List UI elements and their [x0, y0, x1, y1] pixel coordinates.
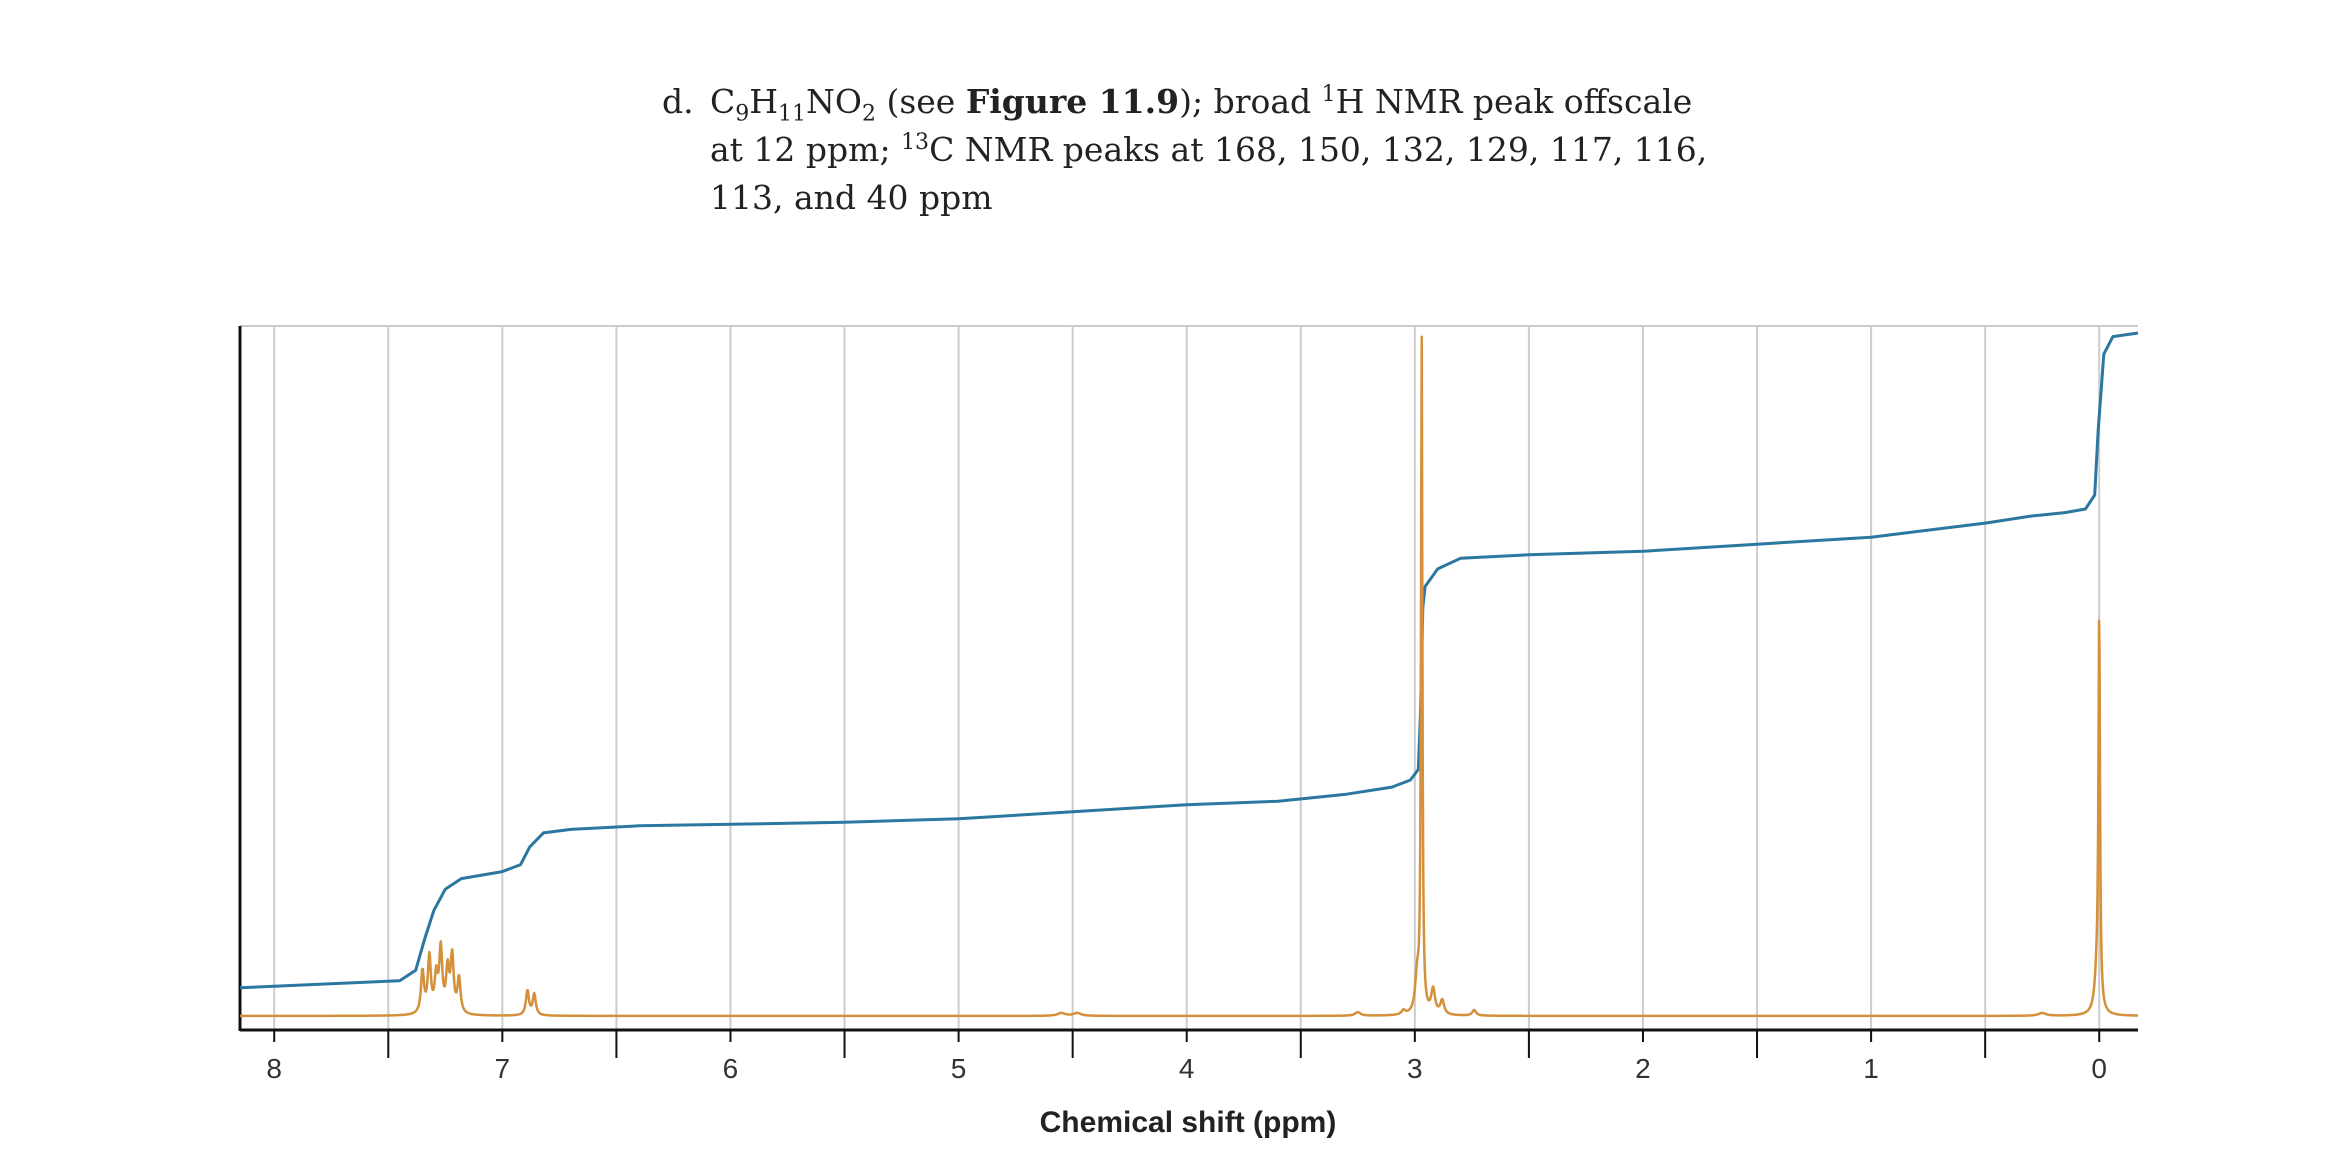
axes	[238, 326, 2138, 1032]
c-nmr-text: C NMR peaks at 168, 150, 132, 129, 117, …	[710, 130, 1708, 217]
formula-c-subscript: 9	[735, 101, 750, 127]
h-mass-number: 1	[1321, 82, 1336, 107]
integral-curve	[239, 331, 2139, 990]
broad-text: ); broad	[1179, 82, 1322, 121]
h-nmr-text: H NMR peak offscale at 12 ppm;	[710, 82, 1693, 169]
problem-marker: d.	[662, 82, 694, 121]
figure-reference: Figure 11.9	[965, 82, 1180, 121]
formula-no-subscript: 2	[861, 101, 876, 127]
problem-text: C9H11NO2 (see Figure 11.9); broad 1H NMR…	[710, 78, 1710, 222]
formula-c: C	[710, 82, 736, 121]
x-tick-label: 7	[495, 1053, 511, 1084]
x-tick-label: 4	[1179, 1053, 1195, 1084]
formula-no: NO	[806, 82, 862, 121]
spectrum-line	[239, 335, 2139, 1018]
x-tick-label: 1	[1863, 1053, 1879, 1084]
grid-lines	[273, 326, 2101, 1030]
x-tick-label: 2	[1635, 1053, 1651, 1084]
x-axis-title: Chemical shift (ppm)	[1040, 1106, 1337, 1139]
spectrum-layer	[239, 335, 2139, 1018]
integral-layer	[239, 331, 2139, 990]
formula-h-subscript: 11	[778, 101, 807, 127]
x-tick-label: 6	[723, 1053, 739, 1084]
x-tick-label: 3	[1407, 1053, 1423, 1084]
tick-layer: 8 7 6 5 4 3 2 1 0	[266, 1030, 2107, 1084]
c-mass-number: 13	[901, 130, 930, 155]
see-text: (see	[875, 82, 966, 121]
x-tick-label: 8	[266, 1053, 282, 1084]
formula-h: H	[749, 82, 779, 121]
x-tick-label: 5	[951, 1053, 967, 1084]
x-tick-label: 0	[2091, 1053, 2107, 1084]
